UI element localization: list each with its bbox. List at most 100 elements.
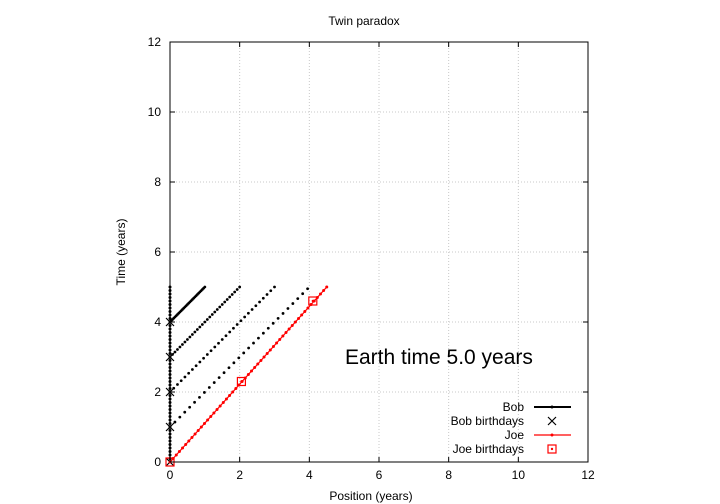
joe-point — [209, 415, 213, 418]
light-signal-dot — [181, 343, 184, 346]
light-signal-dot — [296, 297, 300, 301]
light-signal-dot — [235, 323, 239, 326]
legend-square-swatch — [547, 444, 557, 454]
chart-title: Twin paradox — [328, 14, 399, 28]
x-tick-label: 8 — [445, 468, 452, 482]
joe-birthday-marker-center — [311, 299, 315, 303]
light-signal-dot — [187, 371, 191, 375]
light-signal-dot — [266, 326, 270, 330]
light-signal-dot — [224, 334, 228, 338]
light-signal-dot — [301, 292, 305, 296]
light-signal-dot — [186, 338, 189, 341]
light-signal-dot — [235, 288, 239, 291]
x-tick-label: 2 — [236, 468, 243, 482]
light-signal-dot — [271, 321, 275, 325]
light-signal-dot — [194, 364, 198, 368]
x-axis-label: Position (years) — [329, 489, 412, 503]
light-signal-dot — [203, 285, 207, 289]
light-signal-dot — [198, 325, 202, 329]
light-signal-dot — [223, 300, 227, 304]
light-signal-dot — [213, 310, 217, 314]
joe-point — [193, 432, 197, 436]
joe-point — [212, 411, 216, 415]
y-tick-label: 12 — [148, 35, 162, 49]
light-signal-dot — [212, 381, 216, 384]
y-tick-label: 0 — [154, 455, 161, 469]
joe-point — [253, 366, 257, 369]
light-signal-dot — [198, 395, 201, 399]
joe-point — [278, 338, 282, 341]
joe-point — [228, 394, 232, 397]
joe-point — [246, 373, 250, 376]
joe-point — [250, 369, 254, 373]
x-tick-label: 0 — [167, 468, 174, 482]
light-signal-dot — [258, 300, 261, 304]
x-tick-label: 4 — [306, 468, 313, 482]
light-signal-dot — [202, 391, 206, 394]
legend-label: Bob — [503, 400, 525, 414]
joe-point — [300, 313, 304, 317]
joe-point — [281, 334, 285, 338]
joe-point — [284, 331, 288, 334]
light-signal-dot — [228, 330, 232, 334]
light-signal-dot — [193, 400, 196, 404]
joe-point — [202, 422, 206, 425]
joe-point — [268, 348, 272, 352]
joe-point — [221, 401, 225, 404]
light-signal-dot — [232, 326, 235, 330]
light-signal-dot — [233, 290, 237, 294]
light-signal-dot — [176, 348, 179, 351]
light-signal-dot — [203, 320, 207, 324]
light-signal-dot — [178, 415, 182, 419]
light-signal-dot — [188, 405, 192, 409]
light-signal-dot — [265, 293, 269, 296]
legend-cross-swatch — [547, 416, 557, 426]
light-signal-dot — [261, 331, 265, 335]
y-axis-label: Time (years) — [114, 219, 128, 286]
y-tick-label: 10 — [148, 105, 162, 119]
joe-point — [256, 362, 260, 366]
joe-point — [184, 443, 188, 446]
light-signal-dot — [218, 305, 222, 309]
light-signal-dot — [176, 383, 179, 386]
legend-label: Joe birthdays — [453, 442, 524, 456]
joe-point — [224, 397, 228, 401]
light-signal-dot — [227, 366, 231, 370]
joe-point — [290, 324, 294, 327]
light-signal-dot — [188, 335, 192, 339]
light-signal-dot — [202, 356, 205, 360]
joe-birthday-marker — [236, 376, 247, 387]
joe-point — [181, 446, 185, 450]
light-signal-dot — [173, 350, 177, 354]
joe-point — [262, 355, 266, 359]
joe-point — [177, 450, 181, 453]
light-signal-dot — [286, 307, 290, 310]
light-signal-dot — [190, 333, 194, 336]
light-signal-dot — [217, 376, 221, 380]
light-signal-dot — [291, 302, 295, 305]
legend-dot-swatch — [550, 405, 554, 409]
light-signal-dot — [207, 386, 211, 389]
light-signal-dot — [222, 371, 226, 375]
light-signal-dot — [179, 379, 183, 383]
light-signal-dot — [183, 375, 187, 379]
light-signal-dot — [242, 351, 246, 355]
legend-label: Bob birthdays — [451, 414, 524, 428]
joe-point — [325, 285, 329, 289]
light-signal-dot — [198, 360, 202, 364]
joe-point — [187, 439, 191, 443]
light-signal-dot — [238, 285, 242, 289]
light-signal-dot — [273, 285, 276, 289]
light-signal-dot — [276, 316, 280, 320]
light-signal-dot — [220, 303, 224, 306]
light-signal-dot — [252, 341, 255, 345]
y-tick-label: 4 — [154, 315, 161, 329]
joe-point — [218, 404, 222, 408]
light-signal-dot — [237, 356, 241, 360]
joe-point — [196, 429, 200, 432]
plot-series — [165, 285, 329, 467]
joe-point — [293, 320, 297, 324]
light-signal-dot — [215, 308, 219, 311]
